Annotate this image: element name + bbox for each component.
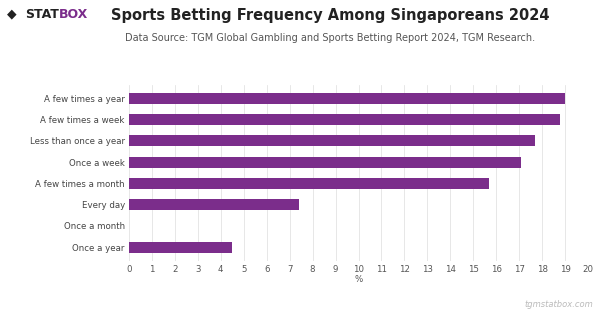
X-axis label: %: %: [355, 275, 362, 284]
Bar: [129, 114, 560, 125]
Bar: [129, 93, 565, 104]
Text: Sports Betting Frequency Among Singaporeans 2024: Sports Betting Frequency Among Singapore…: [111, 8, 549, 23]
Text: BOX: BOX: [59, 8, 88, 21]
Bar: [129, 178, 490, 189]
Bar: [129, 157, 521, 168]
Text: tgmstatbox.com: tgmstatbox.com: [524, 300, 593, 309]
Bar: [129, 241, 232, 253]
Text: Data Source: TGM Global Gambling and Sports Betting Report 2024, TGM Research.: Data Source: TGM Global Gambling and Spo…: [125, 33, 535, 43]
Text: ◆: ◆: [7, 8, 17, 21]
Bar: [129, 135, 535, 146]
Text: STAT: STAT: [25, 8, 59, 21]
Bar: [129, 199, 299, 210]
